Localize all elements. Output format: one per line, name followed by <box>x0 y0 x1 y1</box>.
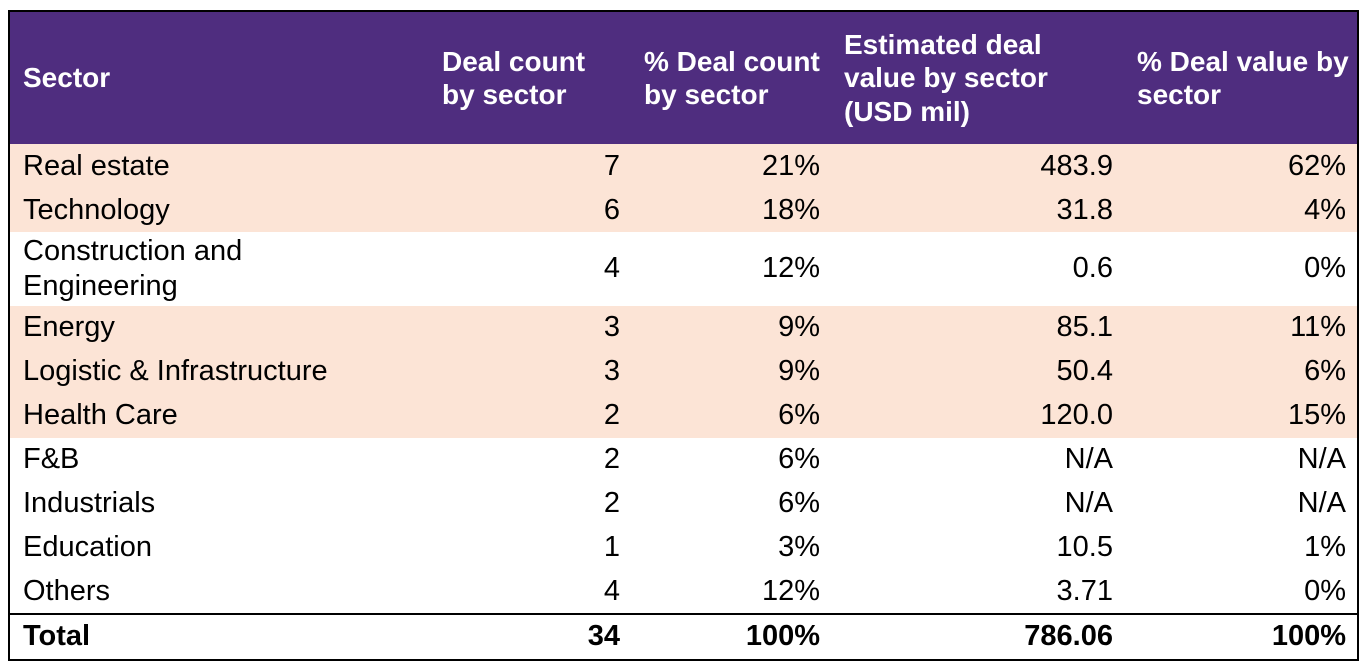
cell-est_deal_value: N/A <box>1064 443 1113 476</box>
cell-pct_deal_value: 100% <box>1124 612 1358 660</box>
cell-sector: F&B <box>23 443 80 476</box>
cell-deal_count: 4 <box>603 574 620 607</box>
table-total-row: Total 34 100% 786.06 100% <box>9 612 1358 660</box>
cell-sector: Construction and Engineering <box>23 235 243 302</box>
cell-pct_deal_value: N/A <box>1297 443 1346 476</box>
cell-sector: Technology <box>9 188 429 232</box>
cell-deal_count: 1 <box>603 531 620 564</box>
cell-est_deal_value: 50.4 <box>831 349 1124 394</box>
cell-sector: Total <box>9 612 429 660</box>
cell-sector: Health Care <box>9 393 429 438</box>
cell-pct_deal_count: 6% <box>778 443 820 476</box>
cell-est_deal_value: 10.5 <box>1056 531 1113 564</box>
cell-deal_count: 2 <box>603 443 620 476</box>
table-row: Industrials 2 6% N/A N/A <box>9 482 1358 526</box>
cell-pct_deal_value: 62% <box>1124 144 1358 188</box>
column-header-sector: Sector <box>9 11 429 144</box>
table-row: Others 4 12% 3.71 0% <box>9 570 1358 614</box>
cell-sector: Education <box>23 531 152 564</box>
cell-pct_deal_value: 0% <box>1304 574 1346 607</box>
column-header-pct_deal_value: % Deal value by sector <box>1124 11 1358 144</box>
cell-est_deal_value: 0.6 <box>1072 252 1113 285</box>
cell-est_deal_value: 85.1 <box>831 305 1124 350</box>
cell-pct_deal_value: N/A <box>1297 487 1346 520</box>
cell-est_deal_value: 120.0 <box>831 393 1124 438</box>
cell-pct_deal_value: 4% <box>1124 188 1358 232</box>
cell-est_deal_value: 786.06 <box>831 612 1124 660</box>
cell-sector: Energy <box>9 305 429 350</box>
cell-pct_deal_count: 12% <box>761 252 820 285</box>
cell-est_deal_value: N/A <box>1064 487 1113 520</box>
table-row: Education 1 3% 10.5 1% <box>9 526 1358 570</box>
table-row: F&B 2 6% N/A N/A <box>9 438 1358 482</box>
column-header-deal_count: Deal count by sector <box>429 11 631 144</box>
table-header-row: Sector Deal count by sector% Deal count b… <box>9 11 1358 144</box>
deals-by-sector-table: Sector Deal count by sector% Deal count b… <box>8 10 1359 661</box>
table-row: Technology 6 18% 31.8 4% <box>9 188 1358 232</box>
table-body: Real estate 7 21% 483.9 62% Technology 6 18% 31.… <box>9 144 1358 660</box>
cell-est_deal_value: 3.71 <box>1056 574 1113 607</box>
cell-pct_deal_count: 6% <box>778 487 820 520</box>
cell-pct_deal_value: 0% <box>1304 252 1346 285</box>
column-header-pct_deal_count: % Deal count by sector <box>631 11 831 144</box>
cell-est_deal_value: 31.8 <box>831 188 1124 232</box>
cell-deal_count: 34 <box>429 612 631 660</box>
table-row: Construction and Engineering 4 12% 0.6 0% <box>9 232 1358 306</box>
cell-deal_count: 3 <box>429 349 631 394</box>
cell-sector: Logistic & Infrastructure <box>9 349 429 394</box>
cell-deal_count: 7 <box>429 144 631 188</box>
cell-pct_deal_value: 15% <box>1124 393 1358 438</box>
cell-sector: Others <box>23 574 111 607</box>
cell-pct_deal_count: 3% <box>778 531 820 564</box>
cell-pct_deal_count: 21% <box>631 144 831 188</box>
cell-pct_deal_count: 12% <box>761 574 820 607</box>
cell-pct_deal_value: 6% <box>1124 349 1358 394</box>
cell-sector: Industrials <box>23 487 156 520</box>
cell-pct_deal_count: 100% <box>631 612 831 660</box>
table-row: Energy 3 9% 85.1 11% <box>9 305 1358 350</box>
cell-pct_deal_count: 18% <box>631 188 831 232</box>
table-row: Logistic & Infrastructure 3 9% 50.4 6% <box>9 349 1358 394</box>
cell-deal_count: 2 <box>429 393 631 438</box>
cell-deal_count: 3 <box>429 305 631 350</box>
cell-pct_deal_count: 6% <box>631 393 831 438</box>
cell-deal_count: 2 <box>603 487 620 520</box>
column-header-est_deal_value: Estimated deal value by sector (USD mil) <box>831 11 1124 144</box>
cell-sector: Real estate <box>9 144 429 188</box>
cell-pct_deal_value: 1% <box>1304 531 1346 564</box>
cell-deal_count: 6 <box>429 188 631 232</box>
cell-pct_deal_value: 11% <box>1124 305 1358 350</box>
cell-pct_deal_count: 9% <box>631 305 831 350</box>
cell-pct_deal_count: 9% <box>631 349 831 394</box>
table-row: Health Care 2 6% 120.0 15% <box>9 393 1358 438</box>
table-row: Real estate 7 21% 483.9 62% <box>9 144 1358 188</box>
cell-deal_count: 4 <box>603 252 620 285</box>
cell-est_deal_value: 483.9 <box>831 144 1124 188</box>
